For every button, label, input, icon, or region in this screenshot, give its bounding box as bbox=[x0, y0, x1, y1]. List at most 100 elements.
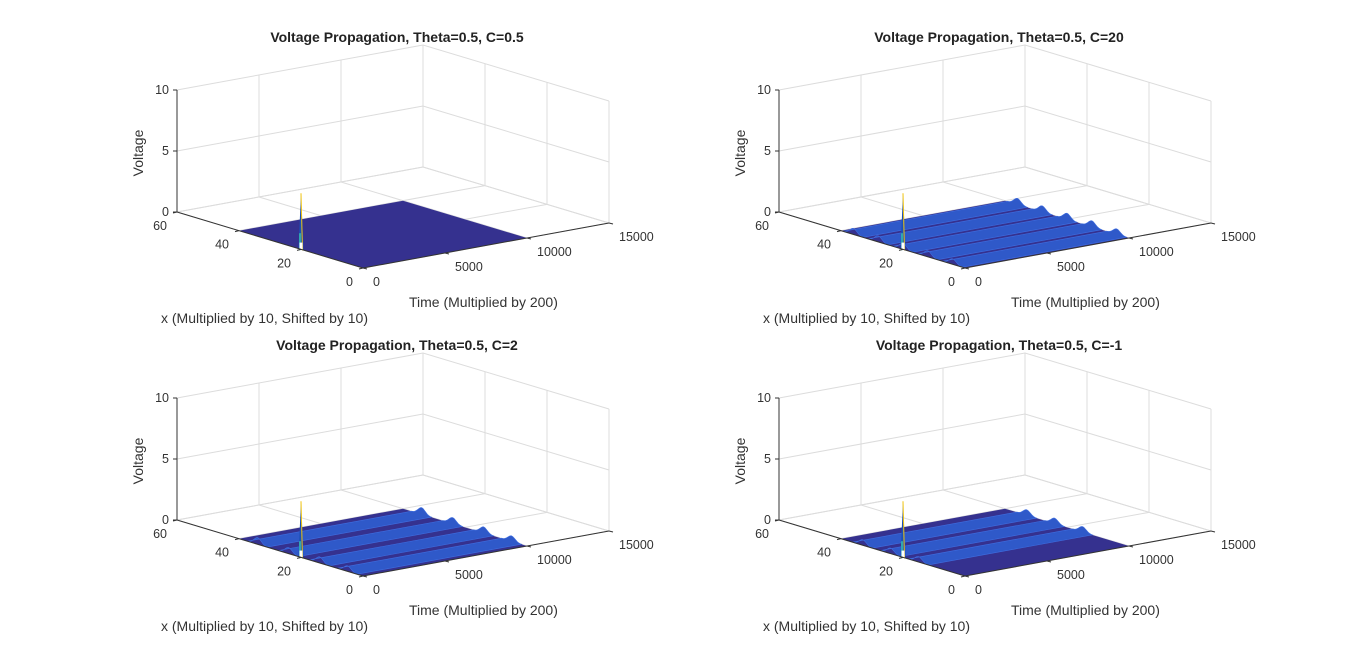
x-tick-label: 60 bbox=[755, 219, 769, 233]
time-tick bbox=[1128, 545, 1134, 548]
time-tick-label: 0 bbox=[975, 583, 982, 597]
x-tick bbox=[960, 267, 966, 270]
x-tick bbox=[358, 267, 364, 270]
time-tick-label: 5000 bbox=[455, 260, 483, 274]
x-axis-line bbox=[176, 519, 364, 577]
time-axis-line bbox=[964, 222, 1212, 269]
spike-highlight bbox=[902, 193, 905, 251]
x-tick-label: 60 bbox=[153, 219, 167, 233]
time-tick-label: 15000 bbox=[619, 230, 654, 244]
time-tick bbox=[608, 222, 614, 225]
x-tick bbox=[234, 230, 240, 233]
grid-floor-x bbox=[176, 166, 424, 213]
time-axis-label: Time (Multiplied by 200) bbox=[1011, 602, 1160, 618]
time-tick-label: 15000 bbox=[1221, 230, 1256, 244]
grid-floor-time bbox=[422, 166, 610, 224]
z-tick-label: 0 bbox=[764, 513, 771, 527]
spike-base-highlight bbox=[299, 550, 303, 559]
x-tick-label: 40 bbox=[817, 546, 831, 560]
z-tick-label: 5 bbox=[162, 144, 169, 158]
grid-floor-x bbox=[840, 185, 1088, 232]
z-tick-label: 10 bbox=[757, 391, 771, 405]
time-axis-line bbox=[362, 222, 610, 269]
chart-title: Voltage Propagation, Theta=0.5, C=2 bbox=[276, 337, 518, 353]
grid-floor-time bbox=[340, 489, 528, 547]
time-tick-label: 5000 bbox=[1057, 260, 1085, 274]
x-tick bbox=[898, 248, 904, 251]
time-tick-label: 0 bbox=[373, 275, 380, 289]
time-axis-line bbox=[362, 530, 610, 577]
x-tick-label: 20 bbox=[879, 564, 893, 578]
grid-z-line bbox=[778, 44, 1212, 102]
time-tick bbox=[1128, 237, 1134, 240]
grid-floor-x bbox=[840, 493, 1088, 540]
x-tick-label: 60 bbox=[153, 527, 167, 541]
x-tick-label: 60 bbox=[755, 527, 769, 541]
x-tick-label: 20 bbox=[879, 256, 893, 270]
grid-floor-time bbox=[1024, 474, 1212, 532]
x-tick bbox=[358, 575, 364, 578]
time-tick-label: 10000 bbox=[537, 553, 572, 567]
x-axis-line bbox=[778, 211, 966, 269]
z-tick-label: 5 bbox=[162, 452, 169, 466]
x-axis-label: x (Multiplied by 10, Shifted by 10) bbox=[763, 310, 970, 326]
grid-floor-time bbox=[340, 181, 528, 239]
x-tick-label: 0 bbox=[948, 275, 955, 289]
x-tick bbox=[296, 556, 302, 559]
z-axis-label: Voltage bbox=[130, 129, 146, 176]
time-axis-line bbox=[964, 530, 1212, 577]
grid-floor-time bbox=[1024, 166, 1212, 224]
x-tick-label: 40 bbox=[215, 546, 229, 560]
time-tick bbox=[362, 575, 368, 578]
spike-highlight bbox=[300, 501, 303, 559]
chart-title: Voltage Propagation, Theta=0.5, C=20 bbox=[874, 29, 1124, 45]
grid-floor-x bbox=[778, 474, 1026, 521]
time-tick-label: 10000 bbox=[1139, 553, 1174, 567]
time-tick bbox=[1210, 222, 1216, 225]
z-tick-label: 0 bbox=[764, 205, 771, 219]
z-tick-label: 10 bbox=[155, 391, 169, 405]
spike-highlight bbox=[300, 193, 303, 251]
x-tick bbox=[836, 538, 842, 541]
x-tick-label: 20 bbox=[277, 564, 291, 578]
grid-floor-time bbox=[422, 474, 610, 532]
spike-highlight bbox=[902, 501, 905, 559]
time-tick bbox=[362, 267, 368, 270]
z-tick-label: 5 bbox=[764, 144, 771, 158]
time-tick bbox=[444, 560, 450, 563]
time-tick bbox=[526, 237, 532, 240]
spike-base-highlight bbox=[901, 550, 905, 559]
time-tick-label: 5000 bbox=[455, 568, 483, 582]
x-tick-label: 0 bbox=[948, 583, 955, 597]
time-tick bbox=[964, 267, 970, 270]
time-tick bbox=[1210, 530, 1216, 533]
grid-z-line bbox=[778, 352, 1212, 410]
time-tick bbox=[608, 530, 614, 533]
x-axis-label: x (Multiplied by 10, Shifted by 10) bbox=[763, 618, 970, 634]
time-tick-label: 0 bbox=[373, 583, 380, 597]
x-axis-line bbox=[176, 211, 364, 269]
time-axis-label: Time (Multiplied by 200) bbox=[409, 602, 558, 618]
x-tick-label: 0 bbox=[346, 275, 353, 289]
grid-z-line bbox=[778, 413, 1212, 471]
grid-floor-x bbox=[176, 474, 424, 521]
z-tick-label: 5 bbox=[764, 452, 771, 466]
time-tick bbox=[1046, 560, 1052, 563]
time-tick bbox=[526, 545, 532, 548]
x-tick bbox=[960, 575, 966, 578]
x-tick bbox=[898, 556, 904, 559]
x-tick bbox=[234, 538, 240, 541]
spike-base-highlight bbox=[901, 242, 905, 251]
grid-z-line bbox=[176, 44, 610, 102]
x-tick-label: 20 bbox=[277, 256, 291, 270]
z-tick-label: 0 bbox=[162, 513, 169, 527]
time-tick bbox=[444, 252, 450, 255]
x-tick-label: 40 bbox=[215, 238, 229, 252]
grid-z-line bbox=[176, 413, 610, 471]
z-axis-label: Voltage bbox=[732, 437, 748, 484]
grid-floor-x bbox=[778, 166, 1026, 213]
x-tick-label: 0 bbox=[346, 583, 353, 597]
time-tick-label: 15000 bbox=[619, 538, 654, 552]
